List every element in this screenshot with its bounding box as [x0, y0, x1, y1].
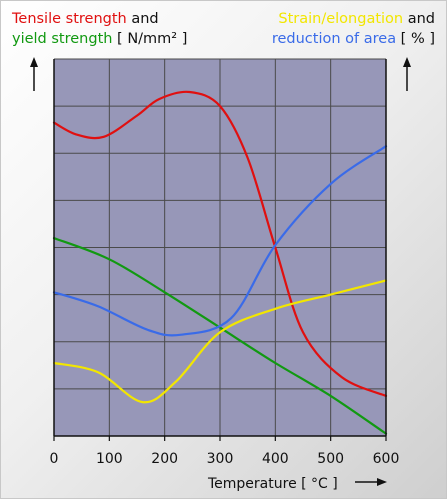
axis-arrows [30, 57, 411, 486]
x-tick-label: 600 [373, 451, 400, 467]
series-lines [52, 90, 388, 435]
x-tick-label: 300 [207, 451, 234, 467]
x-tick-label: 400 [262, 451, 289, 467]
x-tick-labels: 0 100 200 300 400 500 600 [50, 436, 400, 467]
x-tick-label: 500 [317, 451, 344, 467]
legend-yield-strength: yield strength [12, 31, 113, 47]
series-line-strain-elongation [52, 279, 388, 404]
legend-line-left-2: yield strength [ N/mm² ] [12, 29, 187, 49]
legend-reduction-of-area: reduction of area [271, 31, 397, 47]
x-axis-arrow-head [377, 478, 387, 486]
x-axis-title: Temperature [ °C ] [207, 476, 338, 492]
left-legend: Tensile strength and yield strength [ N/… [12, 9, 187, 49]
legend-left-unit: [ N/mm² ] [112, 31, 188, 47]
x-tick-label: 200 [151, 451, 178, 467]
series-line-yield-strength [52, 237, 388, 435]
legend-line-right-2: reduction of area [ % ] [272, 29, 435, 49]
legend-right-unit: [ % ] [396, 31, 435, 47]
right-legend: Strain/elongation and reduction of area … [272, 9, 435, 49]
x-tick-label: 0 [50, 451, 59, 467]
x-tick-label: 100 [96, 451, 123, 467]
series-line-reduction-of-area [52, 145, 388, 337]
left-axis-arrow-head [30, 57, 38, 67]
legend-tensile-strength: Tensile strength [12, 11, 127, 27]
right-axis-arrow-head [403, 57, 411, 67]
legend-and-right: and [403, 11, 435, 27]
legend-strain-elongation: Strain/elongation [278, 11, 404, 27]
legend-line-right-1: Strain/elongation and [272, 9, 435, 29]
series-line-tensile-strength [52, 90, 388, 397]
legend-and-left: and [126, 11, 159, 27]
legend-line-left-1: Tensile strength and [12, 9, 187, 29]
